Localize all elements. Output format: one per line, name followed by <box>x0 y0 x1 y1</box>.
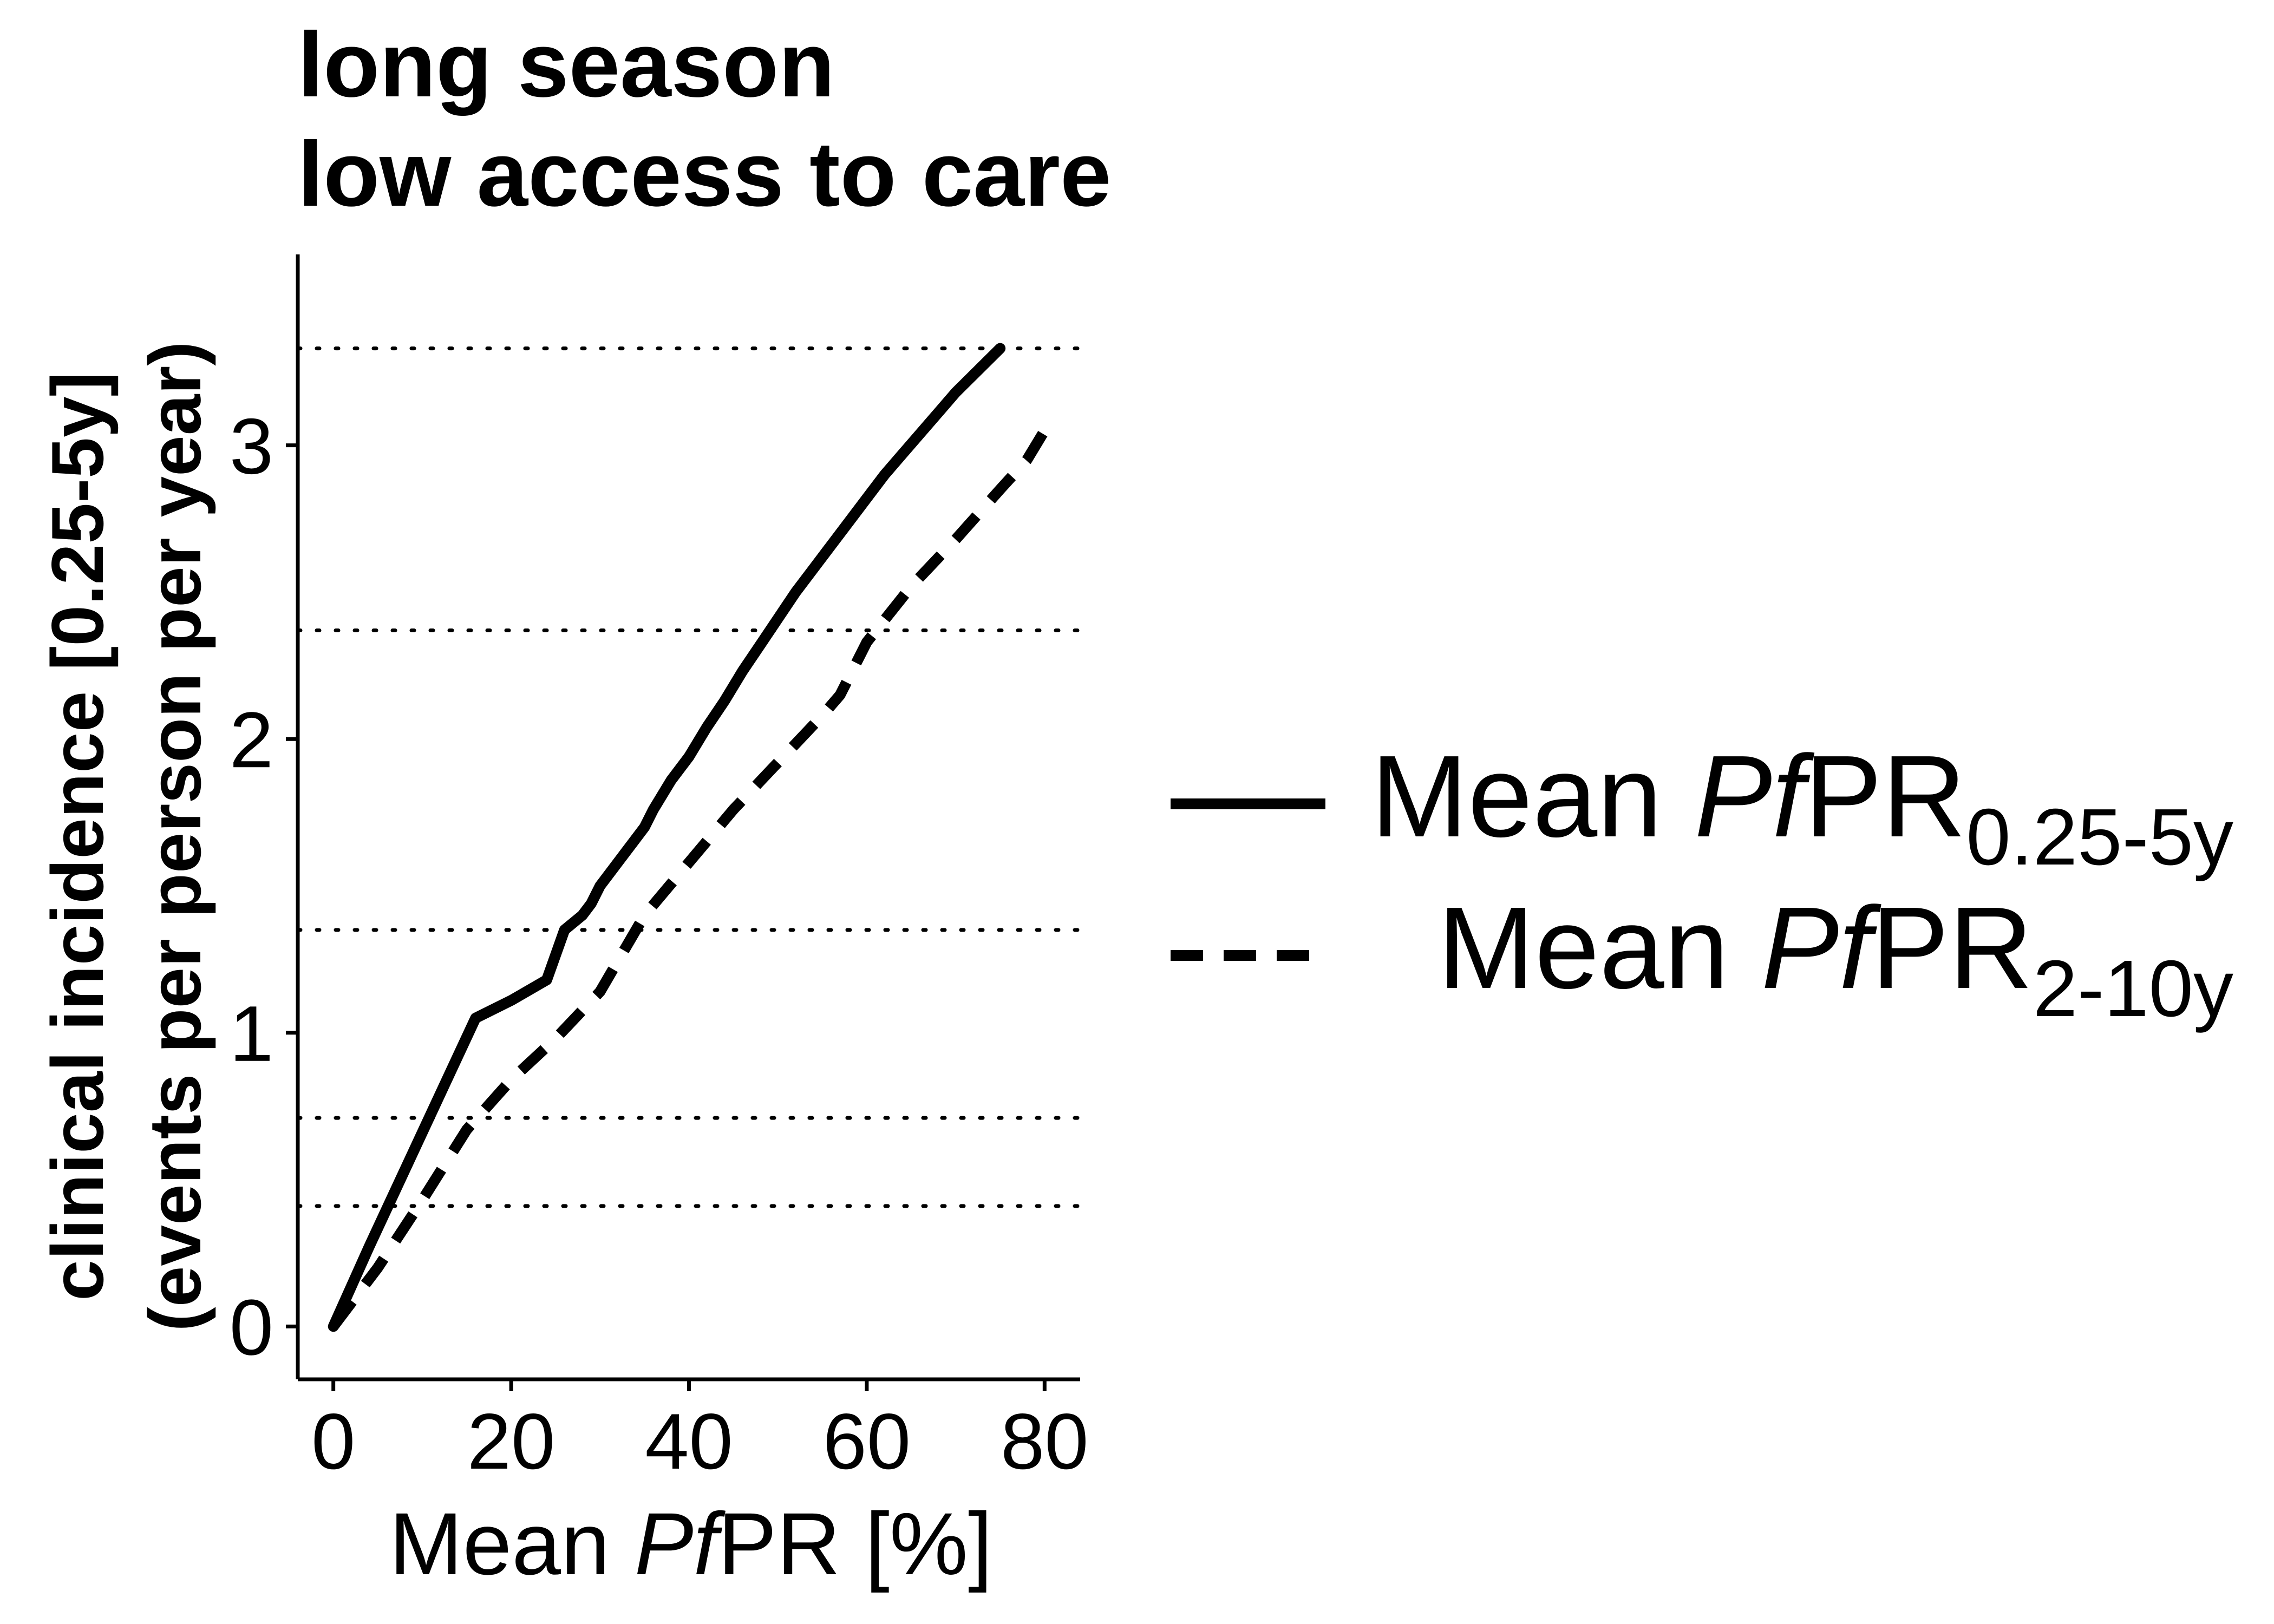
series-lines <box>328 343 1049 1332</box>
legend-label-1-sub: 2-10y <box>2033 944 2233 1033</box>
x-axis-label-prefix: Mean <box>389 1494 635 1593</box>
y-tick-label-0: 0 <box>230 1283 273 1371</box>
x-axis-label: Mean PfPR [%] <box>389 1494 992 1593</box>
y-tick-label-3: 3 <box>230 402 273 490</box>
y-tick-label-1: 1 <box>230 990 273 1078</box>
series-line-pfpr-2-10y <box>329 428 1049 1330</box>
y-axis-label-line-1: clinical incidence [0.25-5y] <box>36 372 119 1301</box>
series-line-pfpr-0-25-5y <box>328 343 1006 1332</box>
title-line-1: long season <box>298 14 835 116</box>
x-tick-label-20: 20 <box>467 1397 555 1485</box>
legend-label-0-sub: 0.25-5y <box>1966 793 2233 882</box>
y-axis-label-line-2: (events per person per year) <box>134 341 216 1331</box>
x-tick-label-0: 0 <box>311 1397 355 1485</box>
legend-label-1-italic: Pf <box>1761 882 1881 1013</box>
y-axis-ticks: 0 1 2 3 <box>230 402 298 1371</box>
x-axis-ticks: 0 20 40 60 80 <box>311 1379 1089 1485</box>
legend-label-1-prefix: Mean <box>1437 882 1761 1013</box>
legend-label-0-base: PR <box>1805 731 1966 861</box>
legend-label-1: Mean PfPR2-10y <box>1437 882 2233 1033</box>
legend-label-0: Mean PfPR0.25-5y <box>1371 731 2233 882</box>
x-tick-label-60: 60 <box>823 1397 911 1485</box>
chart-title: long season low access to care <box>298 14 1112 226</box>
x-tick-label-80: 80 <box>1001 1397 1088 1485</box>
legend-label-0-italic: Pf <box>1695 731 1815 861</box>
legend: Mean PfPR0.25-5y Mean PfPR2-10y <box>1171 731 2233 1033</box>
legend-label-1-base: PR <box>1871 882 2033 1013</box>
x-axis-label-italic: Pf <box>635 1494 726 1593</box>
x-axis-label-suffix: PR [%] <box>718 1494 992 1593</box>
legend-label-0-prefix: Mean <box>1371 731 1695 861</box>
y-axis-label: clinical incidence [0.25-5y] (events per… <box>36 341 216 1331</box>
reference-lines <box>296 346 1082 1208</box>
y-tick-label-2: 2 <box>230 696 273 784</box>
x-tick-label-40: 40 <box>645 1397 733 1485</box>
title-line-2: low access to care <box>298 123 1112 226</box>
